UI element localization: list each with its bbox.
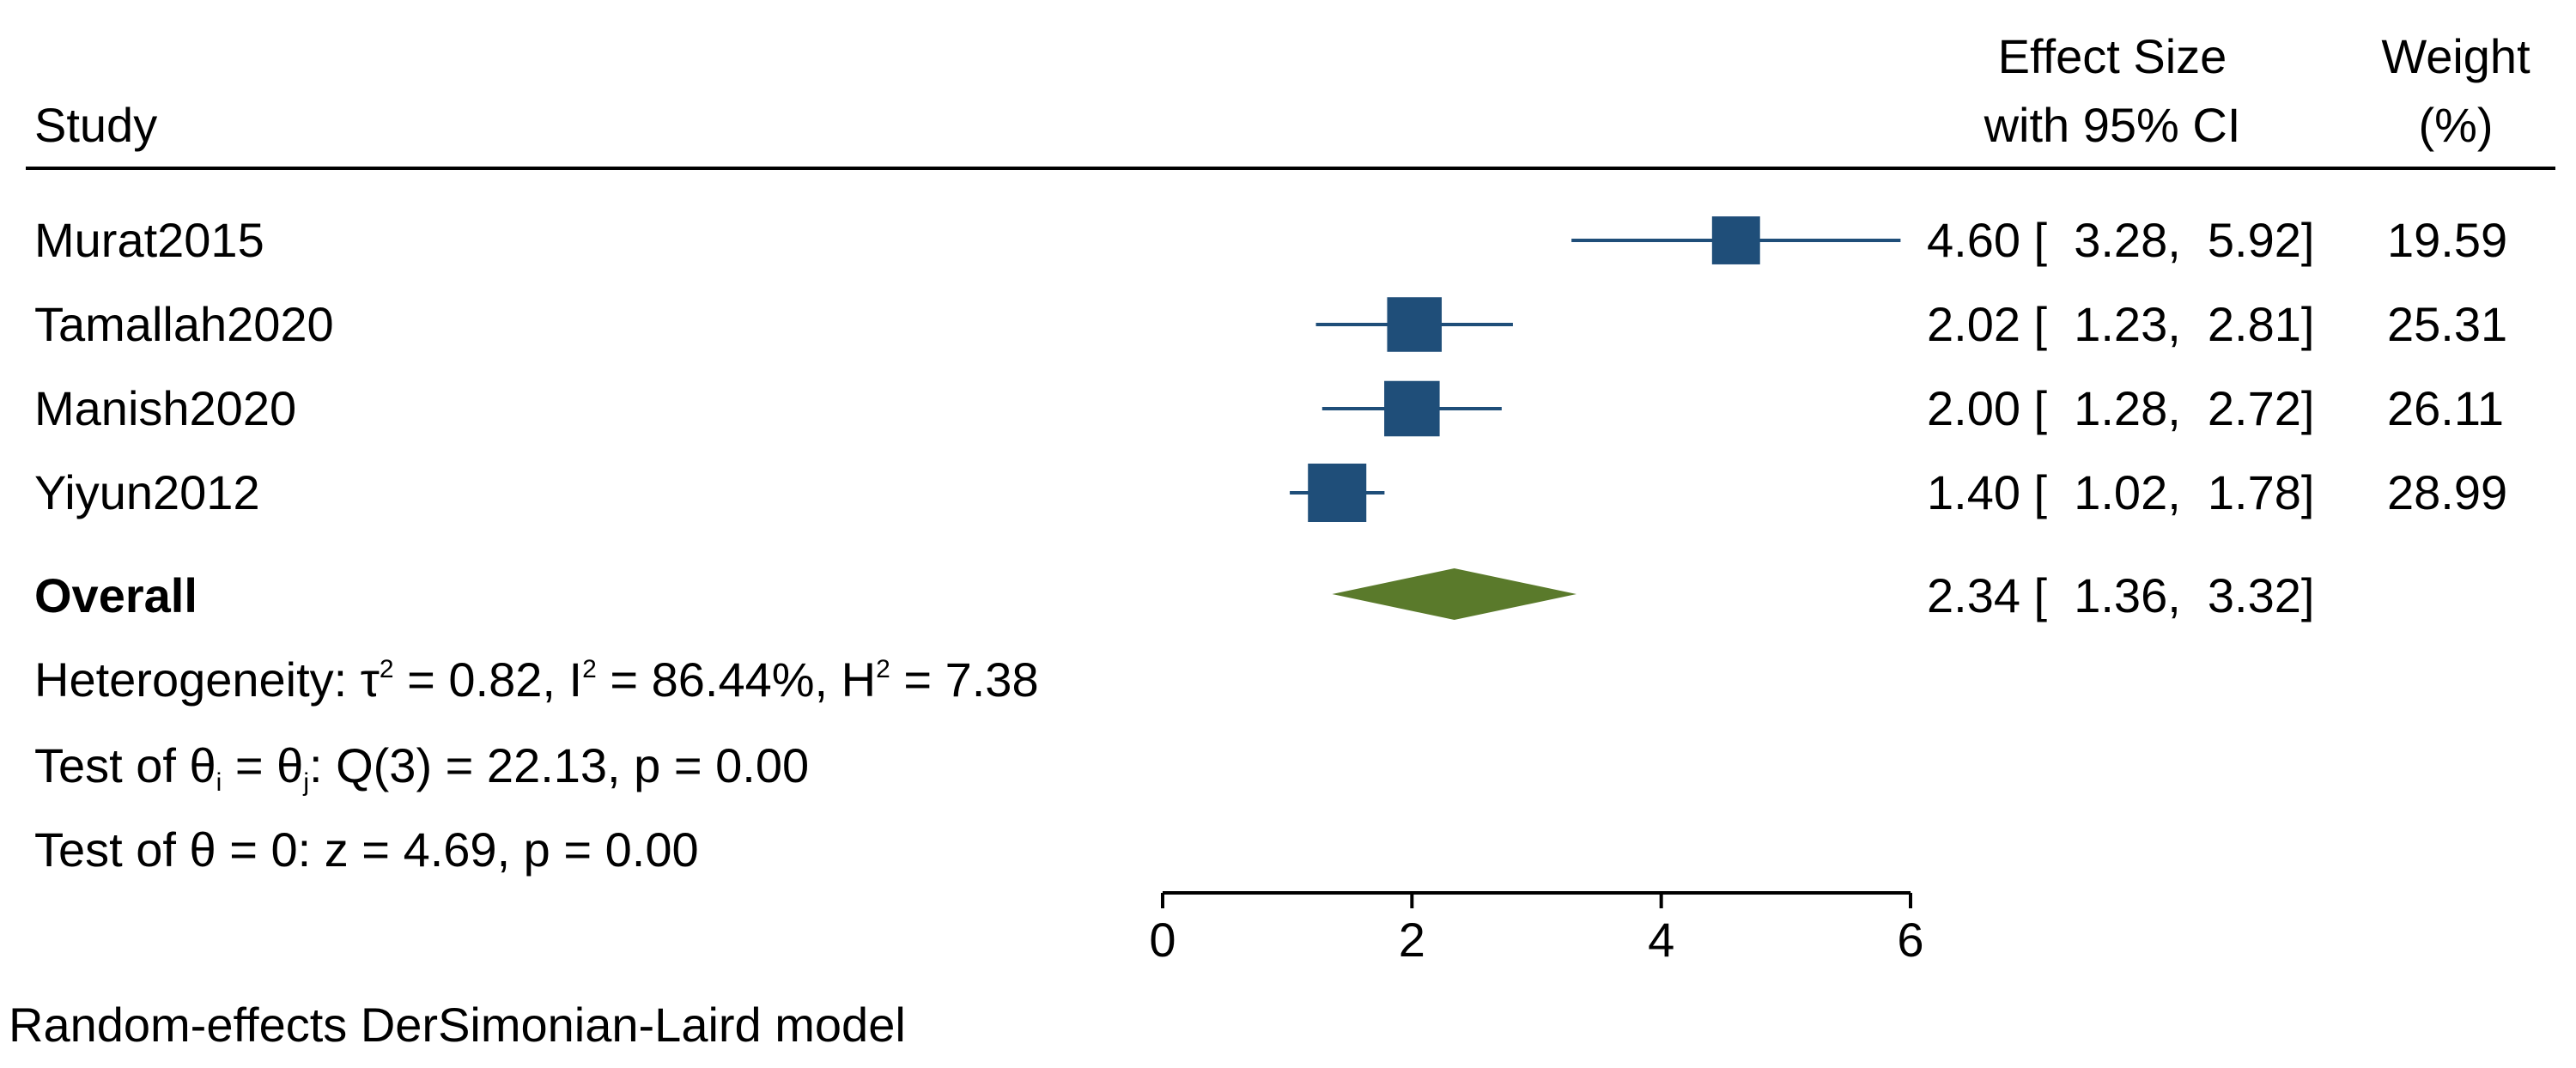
het-mid2: = 86.44%, H [596, 652, 877, 707]
test1-sub-i: i [216, 768, 222, 797]
effect-size-manish2020: 2.00 [ 1.28, 2.72] [1927, 381, 2315, 435]
model-footnote: Random-effects DerSimonian-Laird model [9, 998, 906, 1052]
effect-size-tamallah2020: 2.02 [ 1.23, 2.81] [1927, 297, 2315, 351]
test-theta-zero: Test of θ = 0: z = 4.69, p = 0.00 [34, 822, 699, 877]
tau-sup: 2 [379, 655, 394, 683]
weight-yiyun2012: 28.99 [2387, 465, 2508, 519]
overall-diamond [1332, 568, 1577, 620]
weight-murat2015: 19.59 [2387, 213, 2508, 267]
study-label-murat2015: Murat2015 [34, 213, 264, 267]
header-weight: Weight (%) [2353, 33, 2559, 149]
weight-tamallah2020: 25.31 [2387, 297, 2508, 351]
header-weight-line1: Weight [2381, 29, 2530, 83]
study-label-yiyun2012: Yiyun2012 [34, 465, 260, 519]
h-sup: 2 [876, 655, 890, 683]
effect-size-murat2015: 4.60 [ 3.28, 5.92] [1927, 213, 2315, 267]
effect-size-yiyun2012: 1.40 [ 1.02, 1.78] [1927, 465, 2315, 519]
study-marker-yiyun2012 [1308, 464, 1367, 522]
study-marker-tamallah2020 [1387, 297, 1443, 352]
overall-label: Overall [34, 568, 197, 622]
x-tick-label-6: 6 [1897, 913, 1923, 967]
test1-prefix: Test of θ [34, 738, 216, 792]
header-weight-line2: (%) [2418, 98, 2494, 152]
header-effect-size: Effect Size with 95% CI [1949, 33, 2275, 149]
header-rule [26, 167, 2555, 170]
test1-sub-j: j [303, 768, 309, 797]
header-study: Study [34, 98, 158, 152]
study-marker-murat2015 [1711, 216, 1760, 264]
header-effect-line1: Effect Size [1997, 29, 2227, 83]
het-mid1: = 0.82, I [393, 652, 583, 707]
test-theta-i-theta-j: Test of θi = θj: Q(3) = 22.13, p = 0.00 [34, 742, 809, 796]
x-tick-label-4: 4 [1648, 913, 1674, 967]
test1-mid: = θ [222, 738, 304, 792]
het-prefix: Heterogeneity: τ [34, 652, 380, 707]
test1-end: : Q(3) = 22.13, p = 0.00 [308, 738, 810, 792]
header-effect-line2: with 95% CI [1984, 98, 2241, 152]
heterogeneity-text: Heterogeneity: τ2 = 0.82, I2 = 86.44%, H… [34, 656, 1039, 704]
study-marker-manish2020 [1384, 380, 1440, 437]
effect-size-overall: 2.34 [ 1.36, 3.32] [1927, 568, 2315, 622]
het-end: = 7.38 [890, 652, 1039, 707]
x-tick-label-0: 0 [1149, 913, 1176, 967]
study-label-tamallah2020: Tamallah2020 [34, 297, 334, 351]
study-label-manish2020: Manish2020 [34, 381, 297, 435]
weight-manish2020: 26.11 [2387, 381, 2504, 435]
x-tick-label-2: 2 [1399, 913, 1425, 967]
i-sup: 2 [582, 655, 597, 683]
